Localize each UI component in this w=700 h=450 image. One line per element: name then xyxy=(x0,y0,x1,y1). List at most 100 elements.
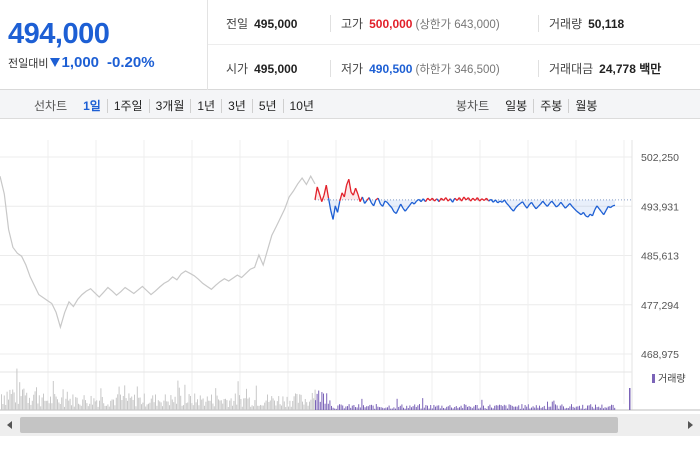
volume-bar xyxy=(523,408,524,410)
volume-bar xyxy=(93,398,95,410)
volume-bar xyxy=(162,406,163,410)
volume-bar xyxy=(473,406,475,410)
volume-bar xyxy=(415,407,417,410)
stat-high: 고가 500,000 (상한가 643,000) xyxy=(330,15,500,32)
stat-value: 495,000 xyxy=(254,62,298,76)
volume-bar xyxy=(136,386,138,410)
volume-bar xyxy=(527,404,529,410)
volume-bar xyxy=(79,404,81,410)
stat-volume: 거래량 50,118 xyxy=(538,15,624,32)
price-segment xyxy=(546,203,551,207)
price-segment xyxy=(578,212,582,216)
price-fill-segment xyxy=(581,199,584,215)
volume-bar xyxy=(307,405,309,410)
volume-bar xyxy=(332,407,334,410)
tab-1-week[interactable]: 1주일 xyxy=(106,99,149,113)
volume-bar xyxy=(489,404,491,410)
volume-bar xyxy=(348,404,350,410)
volume-bar xyxy=(96,400,98,410)
volume-bar xyxy=(363,405,364,410)
volume-bar xyxy=(436,405,438,410)
volume-bar xyxy=(275,405,277,410)
price-segment xyxy=(323,184,327,196)
tab-monthly-candle[interactable]: 월봉 xyxy=(568,99,604,113)
volume-bar xyxy=(492,408,494,410)
volume-bar xyxy=(281,405,282,410)
volume-bar xyxy=(447,406,449,410)
volume-bar xyxy=(143,393,145,410)
price-fill-segment xyxy=(391,199,394,212)
volume-bar xyxy=(486,408,488,410)
y-tick-label: 485,613 xyxy=(641,251,679,263)
volume-bar xyxy=(38,395,40,410)
volume-bar xyxy=(236,404,238,410)
price-segment xyxy=(321,194,325,202)
volume-bar xyxy=(433,404,435,410)
volume-bar xyxy=(475,404,476,410)
tab-3-months[interactable]: 3개월 xyxy=(148,99,191,113)
scroll-right-icon[interactable] xyxy=(688,421,693,429)
volume-bar xyxy=(113,399,114,410)
volume-bar xyxy=(559,405,561,410)
volume-bar xyxy=(337,405,339,410)
tab-weekly-candle[interactable]: 주봉 xyxy=(533,99,569,113)
price-fill-segment xyxy=(545,199,548,207)
volume-bar xyxy=(324,403,326,410)
volume-bar xyxy=(398,406,400,410)
volume-bar xyxy=(134,394,135,410)
volume-bar xyxy=(299,394,301,410)
volume-bar xyxy=(629,388,631,410)
volume-bar xyxy=(494,405,496,410)
price-segment xyxy=(517,202,521,206)
price-segment xyxy=(530,201,535,207)
price-segment xyxy=(400,203,404,209)
tab-1-day[interactable]: 1일 xyxy=(83,99,101,113)
tab-3-years[interactable]: 3년 xyxy=(221,99,252,113)
volume-bar xyxy=(135,406,137,410)
price-segment xyxy=(452,197,456,203)
price-segment xyxy=(476,197,481,202)
volume-bar xyxy=(104,405,106,410)
volume-bar xyxy=(48,403,50,410)
volume-legend-swatch xyxy=(652,374,655,383)
tab-10-years[interactable]: 10년 xyxy=(282,99,320,113)
volume-bar xyxy=(59,403,61,410)
volume-bar xyxy=(377,406,379,410)
tab-daily-candle[interactable]: 일봉 xyxy=(505,99,528,113)
chart-scrollbar[interactable] xyxy=(0,414,700,436)
volume-bar xyxy=(87,406,89,410)
volume-bar xyxy=(339,404,340,410)
volume-bar xyxy=(90,395,92,410)
price-fill-segment xyxy=(380,199,383,207)
volume-bar xyxy=(30,404,32,410)
price-segment xyxy=(591,209,596,217)
volume-bar xyxy=(566,407,568,410)
volume-bar xyxy=(209,400,211,410)
volume-bar xyxy=(148,403,149,410)
volume-bar xyxy=(385,407,387,410)
volume-bar xyxy=(395,408,396,410)
volume-bar xyxy=(149,402,151,410)
stat-value: 50,118 xyxy=(588,17,625,31)
volume-bar xyxy=(243,398,245,410)
volume-bar xyxy=(463,404,465,410)
volume-bar xyxy=(510,404,512,410)
y-tick-label: 477,294 xyxy=(641,300,679,312)
price-segment xyxy=(603,210,607,216)
volume-bar xyxy=(115,397,117,410)
volume-bar xyxy=(407,408,409,410)
volume-bar xyxy=(24,395,26,410)
volume-bar xyxy=(327,403,329,410)
volume-bar xyxy=(545,408,547,410)
volume-bar xyxy=(343,408,345,410)
volume-bar xyxy=(54,394,56,410)
tab-1-year[interactable]: 1년 xyxy=(190,99,222,113)
volume-legend-label: 거래량 xyxy=(658,373,686,385)
change-percent: -0.20% xyxy=(107,54,155,71)
volume-bar xyxy=(62,389,64,410)
scrollbar-thumb[interactable] xyxy=(20,417,618,433)
volume-bar xyxy=(216,395,218,410)
tab-5-years[interactable]: 5년 xyxy=(251,99,283,113)
scroll-left-icon[interactable] xyxy=(7,421,12,429)
volume-bar xyxy=(471,408,473,410)
